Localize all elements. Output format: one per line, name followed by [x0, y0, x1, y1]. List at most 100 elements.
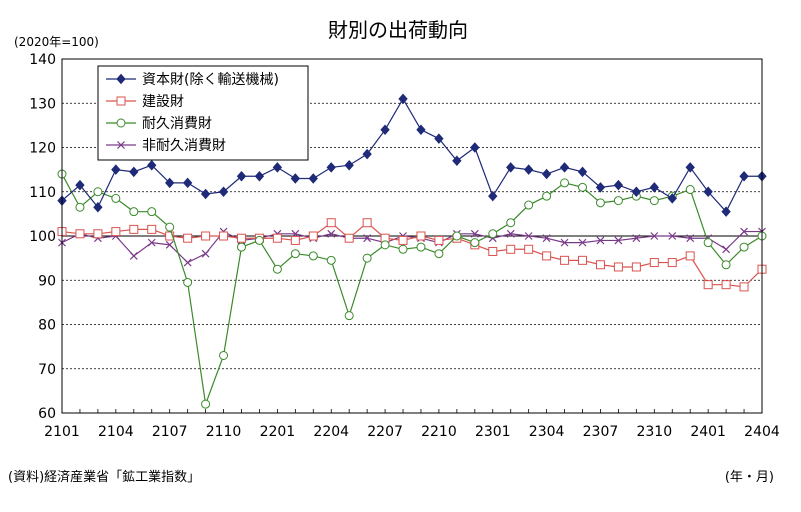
data-point	[75, 229, 85, 239]
x-tick-label: 2101	[44, 424, 80, 440]
data-point	[326, 162, 336, 173]
unit-label: (2020年=100)	[14, 35, 99, 49]
data-point	[398, 93, 408, 105]
data-point	[524, 244, 534, 254]
data-point	[560, 178, 570, 188]
data-point	[362, 218, 372, 228]
legend-marker	[116, 118, 126, 128]
data-point	[165, 222, 175, 232]
data-point	[488, 246, 498, 256]
x-tick-labels: 2101 2104 2107 2110 2201 2204 2207 2210 2301 2304…	[44, 409, 780, 440]
y-tick-labels: 60 70 80 90 100 110 120 130 140	[29, 52, 56, 422]
series-line	[61, 173, 763, 405]
data-point	[703, 186, 713, 198]
data-point	[452, 231, 462, 241]
x-axis-unit: (年・月)	[725, 470, 774, 485]
data-point	[613, 179, 624, 191]
data-point	[577, 166, 588, 178]
data-point	[650, 232, 659, 240]
data-point	[631, 186, 642, 198]
data-point	[739, 242, 749, 252]
data-point	[308, 231, 318, 241]
data-point	[201, 231, 211, 241]
data-point	[290, 235, 300, 245]
data-point	[272, 162, 283, 173]
data-point	[721, 280, 731, 290]
data-point	[523, 164, 534, 175]
series-2	[57, 218, 767, 292]
data-point	[326, 218, 336, 228]
series-group	[57, 93, 767, 409]
data-point	[488, 190, 498, 202]
x-tick-label: 2310	[636, 424, 672, 440]
data-point	[147, 224, 157, 234]
data-point	[649, 196, 659, 206]
data-point	[685, 185, 695, 195]
data-point	[416, 231, 426, 241]
data-point	[632, 234, 641, 243]
data-point	[559, 162, 570, 173]
x-tick-label: 2301	[475, 424, 511, 440]
x-tick-label: 2210	[421, 424, 457, 440]
data-point	[416, 242, 426, 252]
data-point	[111, 227, 121, 237]
data-point	[201, 249, 210, 258]
data-point	[308, 251, 318, 261]
data-point	[703, 280, 713, 290]
plot-frame	[61, 58, 763, 414]
data-point	[416, 124, 426, 136]
data-point	[560, 238, 569, 247]
data-point	[596, 236, 605, 245]
data-point	[595, 198, 605, 208]
data-point	[129, 251, 138, 260]
data-point	[721, 260, 731, 270]
data-point	[542, 234, 551, 243]
y-tick-label: 60	[38, 406, 56, 422]
data-point	[344, 311, 354, 321]
data-point	[362, 148, 372, 160]
series-1	[57, 93, 767, 217]
data-point	[667, 258, 677, 268]
data-point	[326, 255, 336, 265]
legend-marker	[116, 73, 126, 85]
data-point	[200, 188, 211, 200]
data-point	[236, 233, 246, 243]
data-point	[506, 229, 515, 238]
data-point	[363, 234, 372, 243]
data-point	[219, 231, 229, 241]
x-tick-label: 2307	[583, 424, 619, 440]
y-tick-label: 110	[29, 185, 56, 201]
data-point	[398, 244, 408, 254]
data-point	[578, 182, 588, 192]
x-tick-label: 2207	[367, 424, 403, 440]
data-point	[147, 207, 157, 217]
y-tick-label: 100	[29, 229, 56, 245]
data-point	[398, 235, 408, 245]
data-point	[165, 177, 175, 189]
legend-box	[97, 65, 309, 161]
legend-label: 建設財	[142, 94, 184, 110]
data-point	[541, 168, 552, 180]
data-point	[524, 200, 534, 210]
data-point	[524, 232, 533, 240]
x-tick-label: 2204	[313, 424, 349, 440]
data-point	[290, 173, 301, 184]
data-point	[344, 159, 354, 171]
data-point	[380, 124, 390, 136]
data-point	[236, 171, 247, 182]
data-point	[613, 196, 623, 206]
data-point	[147, 159, 157, 171]
data-point	[201, 399, 211, 409]
data-point	[470, 229, 479, 238]
data-point	[254, 235, 264, 245]
data-point	[327, 229, 336, 238]
y-tick-label: 130	[29, 96, 56, 112]
data-point	[111, 193, 121, 203]
data-point	[739, 282, 749, 292]
data-point	[542, 191, 552, 201]
data-point	[488, 229, 498, 239]
data-point	[75, 202, 85, 212]
legend-label: 耐久消費財	[142, 116, 212, 132]
data-point	[560, 255, 570, 265]
